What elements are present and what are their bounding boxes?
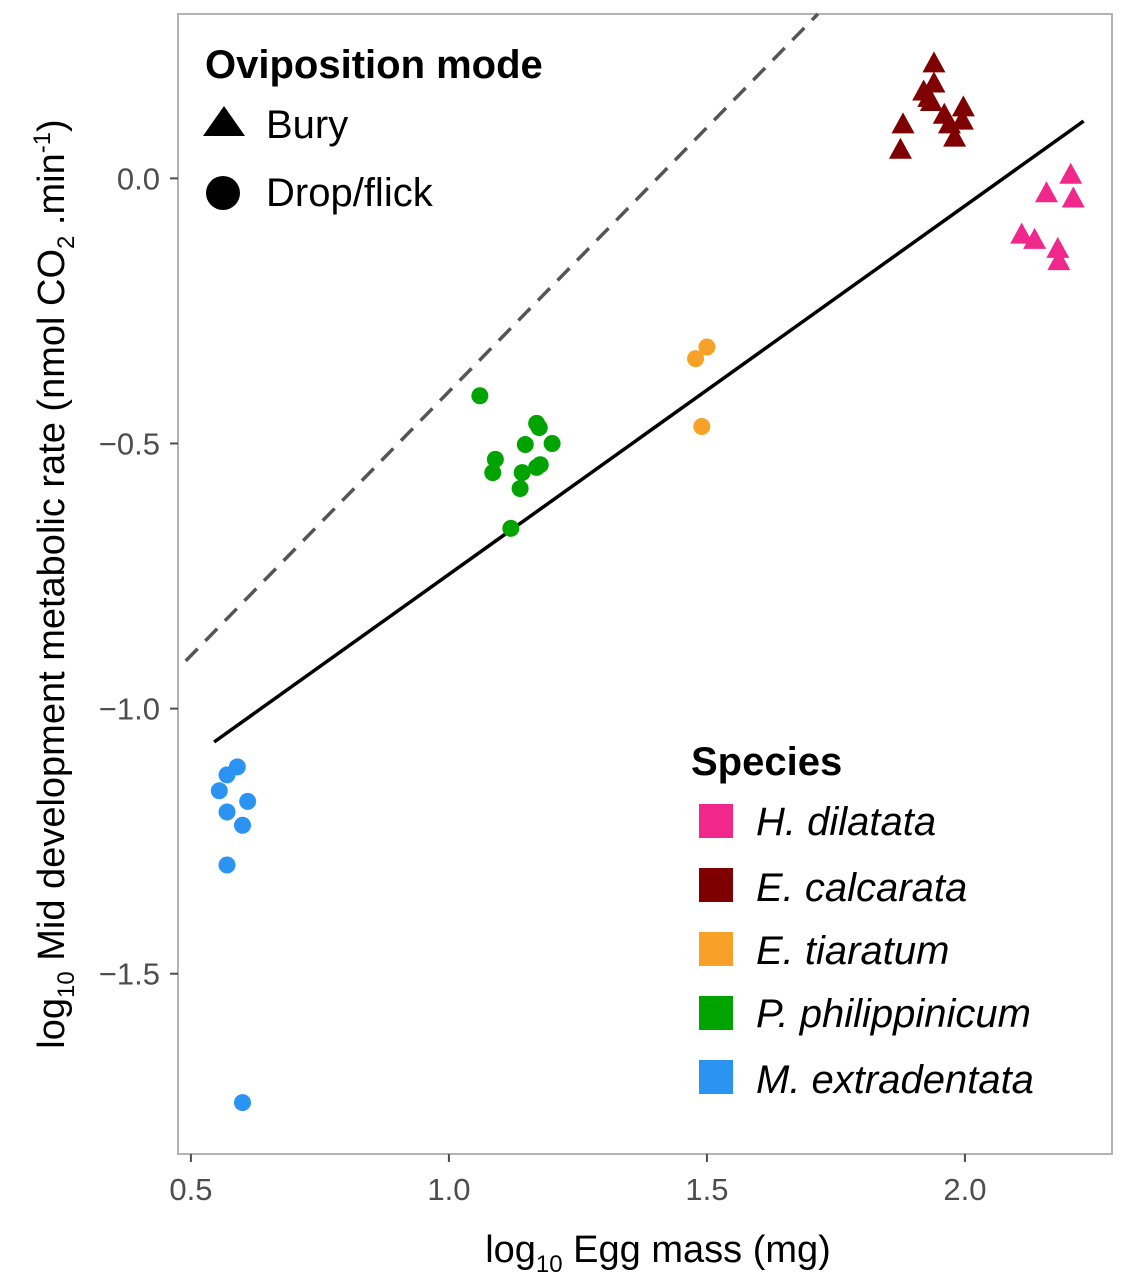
point-e-tiaratum xyxy=(687,350,705,368)
data-points xyxy=(210,51,1085,1112)
point-m-extradentata xyxy=(239,792,257,810)
y-tick-label: −0.5 xyxy=(99,426,160,461)
point-e-calcarata xyxy=(919,90,943,112)
legend-drop-flick-label: Drop/flick xyxy=(266,171,434,215)
legend-swatch-e-calcarata xyxy=(699,868,733,902)
point-e-calcarata xyxy=(888,137,912,159)
plot-panel xyxy=(177,13,1113,1155)
point-e-calcarata xyxy=(891,112,915,134)
point-p-philippinicum xyxy=(502,519,520,537)
reference-line xyxy=(184,12,820,663)
point-m-extradentata xyxy=(210,782,228,800)
legend-label-p-philippinicum: P. philippinicum xyxy=(756,992,1031,1036)
y-tick-label: −1.5 xyxy=(99,957,160,992)
legend-swatch-h-dilatata xyxy=(699,804,733,838)
x-axis-ticks: 0.5 1.0 1.5 2.0 xyxy=(169,1154,986,1207)
y-axis-ticks: 0.0 −0.5 −1.0 −1.5 xyxy=(99,161,178,992)
point-m-extradentata xyxy=(218,803,236,821)
point-h-dilatata xyxy=(1059,162,1083,184)
point-h-dilatata xyxy=(1061,186,1085,208)
point-p-philippinicum xyxy=(516,436,534,454)
point-m-extradentata xyxy=(234,816,252,834)
point-h-dilatata xyxy=(1047,249,1071,271)
legend-label-h-dilatata: H. dilatata xyxy=(756,800,936,844)
point-p-philippinicum xyxy=(528,458,546,476)
point-h-dilatata xyxy=(1023,227,1047,249)
point-p-philippinicum xyxy=(543,434,561,452)
point-e-calcarata xyxy=(943,125,967,147)
y-tick-label: 0.0 xyxy=(117,161,160,196)
point-p-philippinicum xyxy=(513,464,531,482)
point-p-philippinicum xyxy=(530,419,548,437)
legend-bury-label: Bury xyxy=(266,103,348,147)
legend-swatch-p-philippinicum xyxy=(699,996,733,1030)
point-e-tiaratum xyxy=(693,418,711,436)
legend-oviposition-mode: Oviposition mode Bury Drop/flick xyxy=(203,43,543,215)
point-p-philippinicum xyxy=(484,464,502,482)
point-m-extradentata xyxy=(218,766,236,784)
legend-label-m-extradentata: M. extradentata xyxy=(756,1058,1034,1102)
point-e-tiaratum xyxy=(698,338,716,356)
legend-species: Species H. dilatata E. calcarata E. tiar… xyxy=(691,740,1034,1102)
regression-lines xyxy=(184,12,1085,744)
point-e-calcarata xyxy=(951,95,975,117)
legend-circle-icon xyxy=(206,176,240,210)
point-p-philippinicum xyxy=(486,450,504,468)
x-tick-label: 1.5 xyxy=(685,1172,728,1207)
point-h-dilatata xyxy=(1034,181,1058,203)
legend-triangle-icon xyxy=(203,106,245,136)
x-tick-label: 2.0 xyxy=(943,1172,986,1207)
legend-oviposition-title: Oviposition mode xyxy=(205,43,543,87)
legend-swatch-m-extradentata xyxy=(699,1060,733,1094)
fitted-line xyxy=(213,119,1085,744)
point-m-extradentata xyxy=(218,856,236,874)
y-tick-label: −1.0 xyxy=(99,692,160,727)
legend-species-title: Species xyxy=(691,740,842,784)
point-h-dilatata xyxy=(1010,222,1034,244)
legend-label-e-calcarata: E. calcarata xyxy=(756,866,967,910)
point-p-philippinicum xyxy=(471,387,489,405)
x-tick-label: 1.0 xyxy=(427,1172,470,1207)
point-p-philippinicum xyxy=(511,480,529,498)
legend-swatch-e-tiaratum xyxy=(699,932,733,966)
point-h-dilatata xyxy=(1046,236,1070,258)
point-m-extradentata xyxy=(234,1094,252,1112)
point-e-calcarata xyxy=(922,51,946,73)
y-axis-title: log10 Mid development metabolic rate (nm… xyxy=(29,119,80,1048)
point-e-calcarata xyxy=(950,108,974,130)
x-axis-title: log10 Egg mass (mg) xyxy=(485,1229,831,1278)
x-tick-label: 0.5 xyxy=(169,1172,212,1207)
legend-label-e-tiaratum: E. tiaratum xyxy=(756,929,949,973)
